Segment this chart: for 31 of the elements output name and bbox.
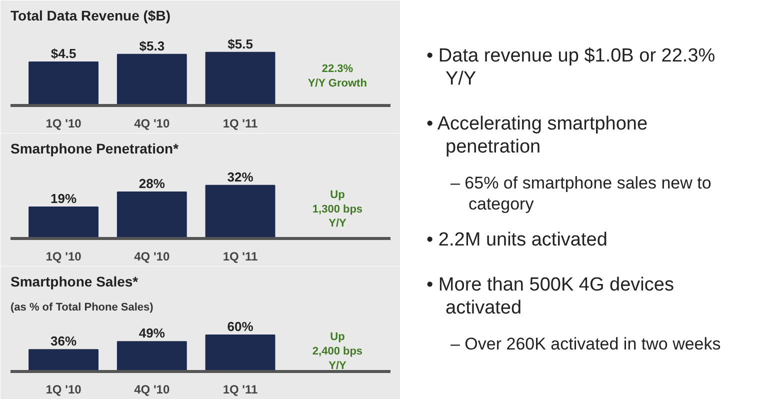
data-label: 19% — [50, 190, 77, 206]
data-label: 36% — [50, 334, 77, 349]
text: Up 2,400 bps Y/Y — [312, 330, 363, 372]
data-label: 28% — [138, 176, 166, 192]
x-tick-label: 1Q '10 — [46, 250, 82, 264]
text: • More than 500K 4G devices activated — [426, 274, 674, 318]
data-label: 60% — [227, 318, 254, 334]
text: – 65% of smartphone sales new to category — [450, 174, 712, 214]
chart-title: Total Data Revenue ($B) — [10, 8, 170, 24]
data-label: $5.3 — [139, 38, 165, 54]
x-tick-label: 1Q '11 — [222, 250, 258, 264]
data-label: $4.5 — [50, 46, 76, 62]
x-tick-label: 4Q '10 — [134, 116, 170, 130]
text: – Over 260K activated in two weeks — [450, 334, 721, 354]
chart-title: Smartphone Sales* — [10, 274, 139, 290]
chart-title: Smartphone Penetration* — [10, 140, 180, 156]
data-label: 49% — [138, 326, 166, 341]
x-tick-label: 1Q '10 — [46, 116, 82, 130]
x-tick-label: 1Q '11 — [222, 116, 258, 130]
text: • Data revenue up $1.0B or 22.3% Y/Y — [426, 46, 716, 90]
data-label: 32% — [227, 169, 254, 184]
x-tick-label: 1Q '11 — [222, 382, 258, 396]
text: 22.3% Y/Y Growth — [308, 63, 368, 90]
x-tick-label: 4Q '10 — [134, 250, 170, 264]
text: Up 1,300 bps Y/Y — [312, 188, 363, 230]
x-tick-label: 4Q '10 — [134, 382, 170, 396]
x-tick-label: 1Q '10 — [46, 382, 82, 396]
data-label: $5.5 — [228, 36, 253, 52]
text: • Accelerating smartphone penetration — [426, 114, 648, 158]
text: • 2.2M units activated — [426, 230, 608, 250]
chart-subtitle: (as % of Total Phone Sales) — [10, 302, 154, 314]
